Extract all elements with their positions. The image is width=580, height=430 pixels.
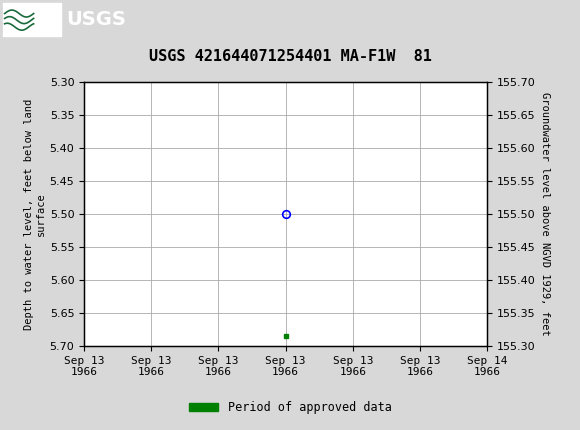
Text: USGS 421644071254401 MA-F1W  81: USGS 421644071254401 MA-F1W 81 xyxy=(148,49,432,64)
Text: USGS: USGS xyxy=(67,10,126,29)
Legend: Period of approved data: Period of approved data xyxy=(184,396,396,419)
Y-axis label: Groundwater level above NGVD 1929, feet: Groundwater level above NGVD 1929, feet xyxy=(540,92,550,336)
Y-axis label: Depth to water level, feet below land
surface: Depth to water level, feet below land su… xyxy=(24,98,45,329)
